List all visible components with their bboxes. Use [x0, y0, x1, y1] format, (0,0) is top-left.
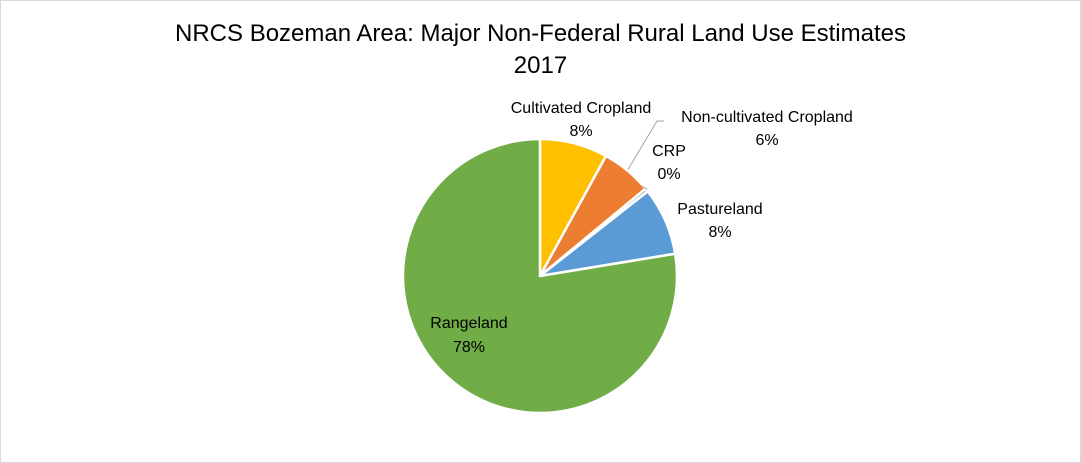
label-pastureland-name: Pastureland — [677, 201, 762, 218]
chart-title-line-2: 2017 — [513, 52, 568, 79]
label-non-cultivated-cropland-percent: 6% — [755, 132, 778, 149]
chart-title-line-1: NRCS Bozeman Area: Major Non-Federal Rur… — [175, 20, 906, 47]
label-pastureland-percent: 8% — [708, 224, 731, 241]
label-crp-name: CRP — [652, 143, 686, 160]
label-cultivated-cropland-percent: 8% — [569, 123, 592, 140]
label-rangeland-name: Rangeland — [430, 315, 507, 332]
leader-line-non-cultivated-cropland — [627, 120, 664, 170]
label-crp-percent: 0% — [657, 166, 680, 183]
label-cultivated-cropland-name: Cultivated Cropland — [511, 100, 652, 117]
leader-lines — [627, 120, 664, 190]
chart-title: NRCS Bozeman Area: Major Non-Federal Rur… — [0, 18, 1081, 82]
slice-rangeland — [401, 137, 679, 415]
pie-slices — [401, 137, 679, 415]
leader-line-crp — [641, 185, 648, 190]
label-non-cultivated-cropland-name: Non-cultivated Cropland — [681, 109, 853, 126]
label-rangeland-percent: 78% — [453, 339, 485, 356]
